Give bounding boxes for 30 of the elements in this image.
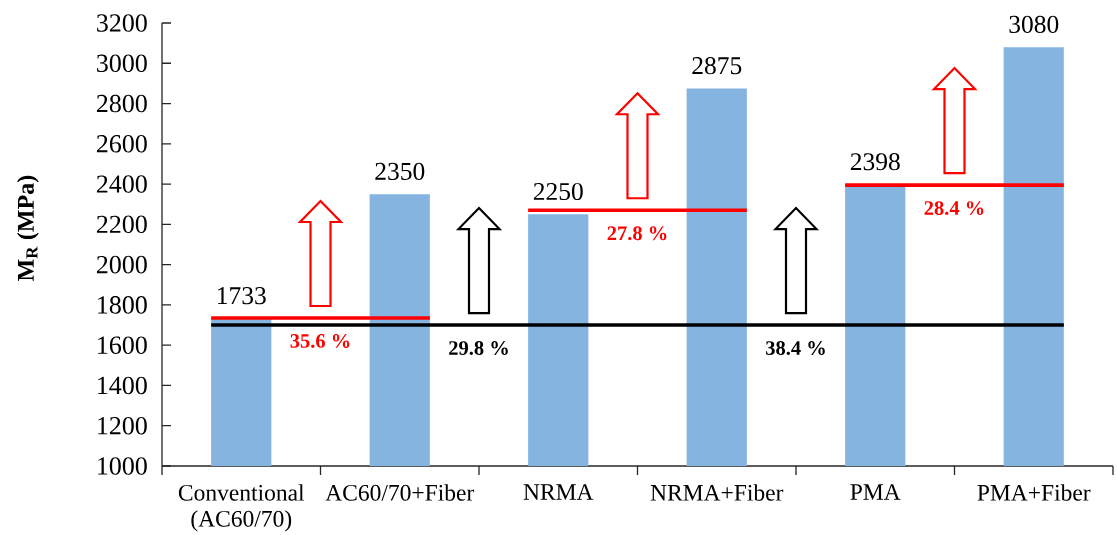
x-tick-label: AC60/70+Fiber bbox=[325, 484, 475, 501]
y-tick-label: 2000 bbox=[96, 255, 147, 274]
y-tick-label: 2400 bbox=[96, 175, 147, 193]
annotation: 28.4 % bbox=[924, 201, 984, 216]
data-label: 2875 bbox=[692, 57, 742, 75]
y-tick-label: 2800 bbox=[96, 94, 147, 113]
data-label: 2350 bbox=[375, 162, 425, 180]
x-tick-label: PMA+Fiber bbox=[977, 484, 1091, 501]
x-tick-label: PMA bbox=[850, 484, 901, 500]
annotation: 29.8 % bbox=[449, 341, 508, 355]
y-tick-label: 2200 bbox=[96, 215, 147, 234]
annotation: 27.8 % bbox=[607, 226, 667, 241]
y-tick-label: 1600 bbox=[98, 336, 147, 354]
data-label: 2250 bbox=[533, 182, 583, 201]
data-label: 2398 bbox=[850, 153, 900, 171]
data-label: 1733 bbox=[218, 287, 266, 305]
y-tick-label: 1400 bbox=[98, 376, 147, 395]
y-tick-label: 1000 bbox=[98, 457, 147, 475]
annotation: 35.6 % bbox=[290, 334, 350, 348]
data-label: 3080 bbox=[1009, 15, 1059, 33]
x-tick-label: NRMA+Fiber bbox=[650, 484, 784, 501]
y-tick-label: 3200 bbox=[97, 14, 147, 32]
y-tick-label: 1800 bbox=[98, 296, 147, 314]
x-tick-label: NRMA bbox=[523, 484, 594, 500]
x-tick-label: Conventional (AC60/70) bbox=[178, 484, 305, 532]
y-tick-label: 1200 bbox=[98, 416, 147, 435]
y-tick-label: 3000 bbox=[97, 54, 147, 73]
y-tick-label: 2600 bbox=[96, 135, 147, 153]
annotation: 38.4 % bbox=[766, 341, 825, 355]
y-axis-title: M$_{R}$ (MPa) bbox=[17, 175, 39, 281]
